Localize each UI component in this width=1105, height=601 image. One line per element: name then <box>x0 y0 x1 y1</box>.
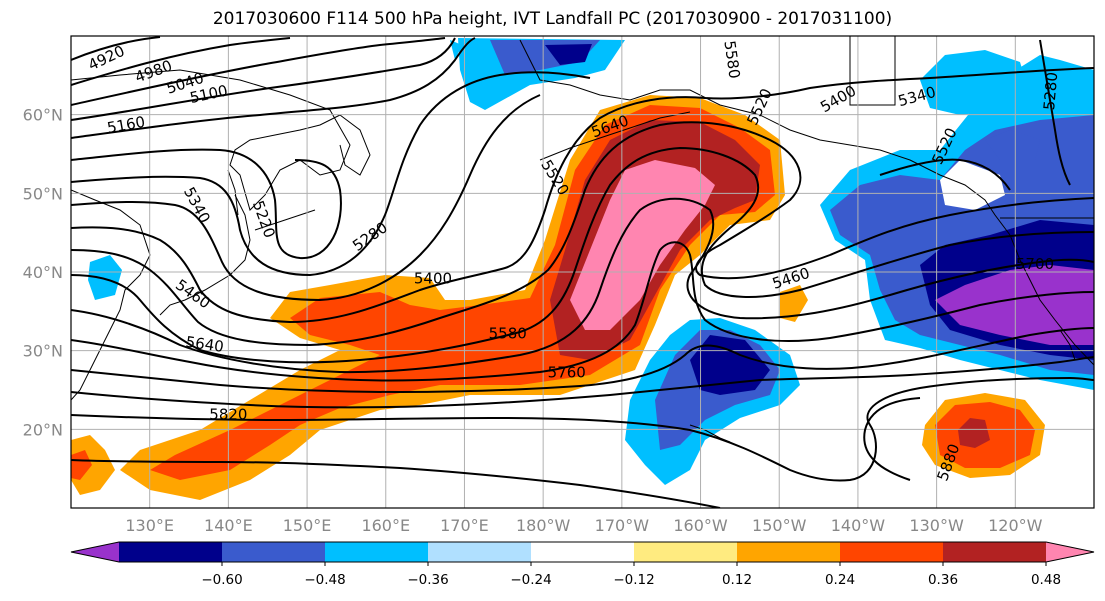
colorbar-bin-5 <box>634 542 738 562</box>
contour-label-10: 5820 <box>209 405 247 423</box>
map-frame <box>70 35 1095 509</box>
contour-5880 <box>71 459 721 508</box>
contour-5460 <box>71 121 1094 347</box>
coastline-asia <box>71 189 151 401</box>
lon-tick-label-2: 150°E <box>283 516 332 535</box>
contour-5100 <box>71 37 456 121</box>
colorbar-bin-0 <box>119 542 223 562</box>
coastline-kurils <box>254 209 316 231</box>
lat-tick-label-2: 40°N <box>23 263 63 282</box>
contour-5520-east <box>879 158 1011 191</box>
contour-label-4: 5160 <box>106 113 147 137</box>
coastline-alaska <box>519 39 1011 236</box>
contour-label-12: 5580 <box>489 324 527 342</box>
lon-tick-label-4: 170°E <box>440 516 489 535</box>
lat-tick-label-4: 20°N <box>23 420 63 439</box>
colorbar-bin-8 <box>943 542 1047 562</box>
colorbar-bin-7 <box>840 542 944 562</box>
ivt-shading <box>71 38 1094 500</box>
contour-5820 <box>71 376 1094 482</box>
coastline-north-america <box>1009 234 1094 366</box>
lon-tick-label-7: 160°W <box>673 516 728 535</box>
coastline-sakhalin <box>227 169 239 216</box>
contour-label-13: 5760 <box>548 364 586 382</box>
lon-tick-label-9: 140°W <box>831 516 886 535</box>
lat-tick-label-3: 30°N <box>23 342 63 361</box>
lon-tick-label-0: 130°E <box>125 516 174 535</box>
colorbar-tick-label-6: 0.24 <box>825 572 855 588</box>
colorbar-bin-2 <box>325 542 429 562</box>
coastline-aleutians <box>539 111 691 161</box>
contour-5580 <box>71 197 1094 374</box>
map-title: 2017030600 F114 500 hPa height, IVT Land… <box>212 9 893 29</box>
lon-tick-label-3: 160°E <box>361 516 410 535</box>
lon-tick-label-5: 180°W <box>516 516 571 535</box>
contour-5280-east <box>1039 39 1071 186</box>
colorbar-bin-1 <box>222 542 326 562</box>
lon-tick-label-10: 130°W <box>909 516 964 535</box>
contour-label-23: 5700 <box>1016 255 1054 273</box>
coastline-baja <box>1059 329 1076 361</box>
height-contours <box>71 36 1094 508</box>
colorbar-extend-high <box>1046 542 1094 562</box>
contour-5340 <box>71 94 541 302</box>
contour-4920 <box>71 36 161 61</box>
colorbar-bin-4 <box>531 542 635 562</box>
latitude-labels: 60°N 50°N 40°N 30°N 20°N <box>23 106 63 440</box>
lon-tick-label-11: 120°W <box>988 516 1043 535</box>
lon-tick-label-1: 140°E <box>204 516 253 535</box>
colorbar-outline <box>70 541 1095 563</box>
contour-label-8: 5460 <box>172 276 214 313</box>
contour-5160 <box>71 37 476 139</box>
colorbar-bin-3 <box>428 542 532 562</box>
colorbar-tick-label-2: −0.36 <box>407 572 448 588</box>
contour-label-6: 5220 <box>249 198 279 240</box>
colorbar-tick-label-0: −0.60 <box>201 572 242 588</box>
colorbar-extend-low <box>71 542 119 562</box>
shade-bering-negative-deep <box>545 44 592 65</box>
contour-4980 <box>71 37 291 86</box>
lat-tick-label-0: 60°N <box>23 106 63 125</box>
lat-tick-label-1: 50°N <box>23 184 63 203</box>
contour-5280 <box>71 71 591 277</box>
contour-5640 <box>71 241 1094 382</box>
lon-tick-label-8: 150°W <box>752 516 807 535</box>
contour-5220 <box>71 148 342 260</box>
contour-label-16: 5520 <box>743 86 775 128</box>
contour-5700 <box>71 327 1094 394</box>
contour-5880-hawaii <box>863 397 921 481</box>
contour-label-5: 5340 <box>180 184 214 226</box>
contour-5520 <box>71 146 1094 364</box>
contour-label-9: 5640 <box>185 333 225 356</box>
longitude-labels: 130°E 140°E 150°E 160°E 170°E 180°W 170°W 160°W… <box>125 516 1042 535</box>
contour-5040 <box>71 37 446 106</box>
contour-5760 <box>71 356 1094 409</box>
coastline-kamchatka <box>339 114 371 176</box>
colorbar-tick-label-1: −0.48 <box>304 572 345 588</box>
contour-label-17: 5580 <box>720 39 743 79</box>
colorbar-tick-label-7: 0.36 <box>928 572 958 588</box>
contour-label-7: 5280 <box>349 218 391 255</box>
colorbar-tick-label-5: 0.12 <box>722 572 752 588</box>
colorbar: −0.60 −0.48 −0.36 −0.24 −0.12 0.12 0.24 0.36 0.4… <box>70 541 1095 588</box>
colorbar-tick-label-4: −0.12 <box>613 572 654 588</box>
coastline-border-alaska <box>849 36 896 106</box>
coastline-siberia <box>71 69 351 211</box>
shade-ar-pink <box>570 160 715 330</box>
contour-5400 <box>71 67 1094 324</box>
colorbar-bin-6 <box>737 542 841 562</box>
colorbar-tick-label-8: 0.48 <box>1031 572 1061 588</box>
contour-label-22: 5280 <box>1040 71 1061 111</box>
colorbar-tick-label-3: −0.24 <box>510 572 551 588</box>
contour-label-11: 5400 <box>414 269 452 287</box>
lon-tick-label-6: 170°W <box>595 516 650 535</box>
